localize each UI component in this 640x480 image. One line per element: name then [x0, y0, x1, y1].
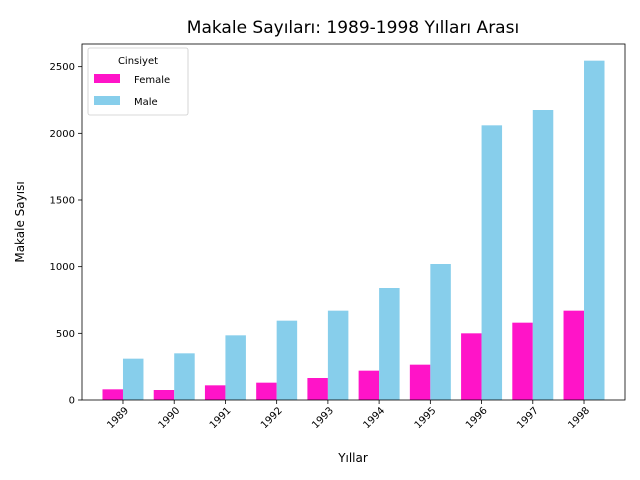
bar-female-1994 [358, 370, 380, 400]
y-tick-label: 0 [69, 396, 75, 407]
bar-female-1990 [153, 390, 175, 400]
legend-title: Cinsiyet [118, 56, 158, 67]
x-tick-label: 1993 [310, 405, 336, 431]
plot-frame [81, 43, 626, 401]
x-tick-label: 1998 [566, 405, 592, 431]
y-axis-label: Makale Sayısı [13, 181, 27, 262]
x-tick-label: 1992 [259, 405, 285, 431]
x-tick-label: 1989 [105, 405, 131, 431]
legend-label-male: Male [134, 97, 158, 108]
x-tick-label: 1996 [464, 405, 490, 431]
bar-female-1998 [563, 310, 585, 400]
y-tick-label: 1000 [50, 262, 75, 273]
bar-male-1990 [174, 353, 195, 400]
bar-male-1997 [532, 110, 554, 400]
y-tick-label: 500 [56, 329, 75, 340]
bar-female-1992 [256, 382, 277, 400]
x-tick-label: 1997 [515, 405, 541, 431]
bar-female-1993 [307, 378, 328, 400]
bar-male-1995 [430, 264, 451, 400]
legend-swatch-female [94, 74, 120, 83]
bar-male-1992 [276, 320, 298, 400]
y-tick-label: 1500 [50, 196, 75, 207]
x-tick-label: 1995 [413, 405, 439, 431]
bar-female-1995 [409, 364, 431, 400]
x-tick-label: 1994 [361, 405, 387, 431]
chart-title: Makale Sayıları: 1989-1998 Yılları Arası [187, 18, 519, 38]
x-tick-label: 1990 [157, 405, 183, 431]
x-tick-label: 1991 [208, 405, 234, 431]
bar-female-1989 [102, 389, 123, 400]
bar-female-1991 [204, 385, 226, 400]
y-tick-label: 2000 [50, 129, 75, 140]
bar-male-1989 [122, 358, 144, 400]
bar-male-1996 [481, 125, 503, 400]
legend: Cinsiyet Female Male [87, 47, 189, 116]
bar-male-1991 [225, 335, 246, 400]
plot-area [102, 60, 605, 401]
legend-label-female: Female [134, 75, 170, 86]
bar-male-1998 [584, 60, 605, 401]
bar-male-1993 [327, 310, 349, 400]
y-tick-label: 2500 [50, 62, 75, 73]
legend-swatch-male [94, 96, 120, 105]
bar-female-1996 [461, 333, 482, 400]
bar-female-1997 [512, 322, 533, 400]
y-axis: 0 500 1000 1500 2000 2500 [50, 62, 82, 407]
x-axis-label: Yıllar [337, 451, 368, 465]
x-axis: 1989 1990 1991 1992 1993 1994 1995 1996 1997 1998 [105, 400, 592, 431]
bar-male-1994 [379, 288, 400, 400]
